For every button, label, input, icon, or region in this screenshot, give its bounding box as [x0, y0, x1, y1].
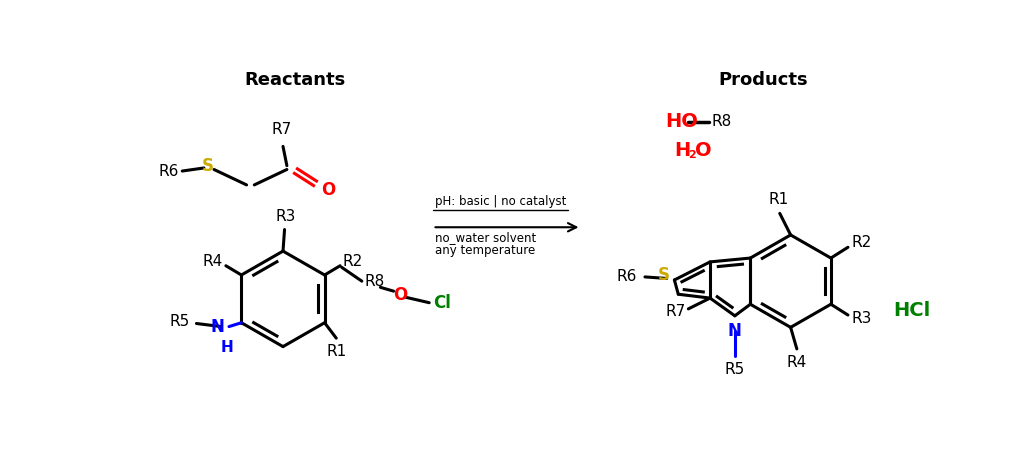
Text: H: H — [675, 141, 690, 160]
Text: no_water solvent: no_water solvent — [435, 231, 537, 244]
Text: R7: R7 — [665, 305, 685, 320]
Text: R3: R3 — [851, 310, 871, 326]
Text: Reactants: Reactants — [244, 71, 345, 89]
Text: S: S — [657, 266, 670, 284]
Text: 2: 2 — [688, 150, 696, 160]
Text: R5: R5 — [725, 362, 745, 377]
Text: R5: R5 — [170, 315, 190, 329]
Text: any temperature: any temperature — [435, 244, 536, 257]
Text: R6: R6 — [616, 269, 637, 284]
Text: R8: R8 — [365, 274, 385, 288]
Text: R4: R4 — [203, 254, 223, 269]
Text: N: N — [728, 322, 741, 340]
Text: S: S — [202, 158, 214, 176]
Text: R1: R1 — [768, 192, 788, 207]
Text: R2: R2 — [342, 254, 362, 269]
Text: Products: Products — [719, 71, 808, 89]
Text: R4: R4 — [786, 355, 807, 370]
Text: O: O — [694, 141, 711, 160]
Text: R2: R2 — [851, 235, 871, 250]
Text: R1: R1 — [326, 344, 346, 359]
Text: pH: basic | no catalyst: pH: basic | no catalyst — [435, 195, 566, 208]
Text: O: O — [392, 286, 407, 304]
Text: O: O — [321, 180, 335, 198]
Text: H: H — [221, 341, 233, 356]
Text: R3: R3 — [275, 209, 296, 224]
Text: N: N — [211, 318, 224, 336]
Text: HO: HO — [665, 112, 698, 131]
Text: R6: R6 — [158, 163, 178, 179]
Text: HCl: HCl — [893, 301, 930, 320]
Text: Cl: Cl — [433, 294, 451, 312]
Text: R7: R7 — [271, 122, 292, 137]
Text: R8: R8 — [712, 114, 732, 129]
